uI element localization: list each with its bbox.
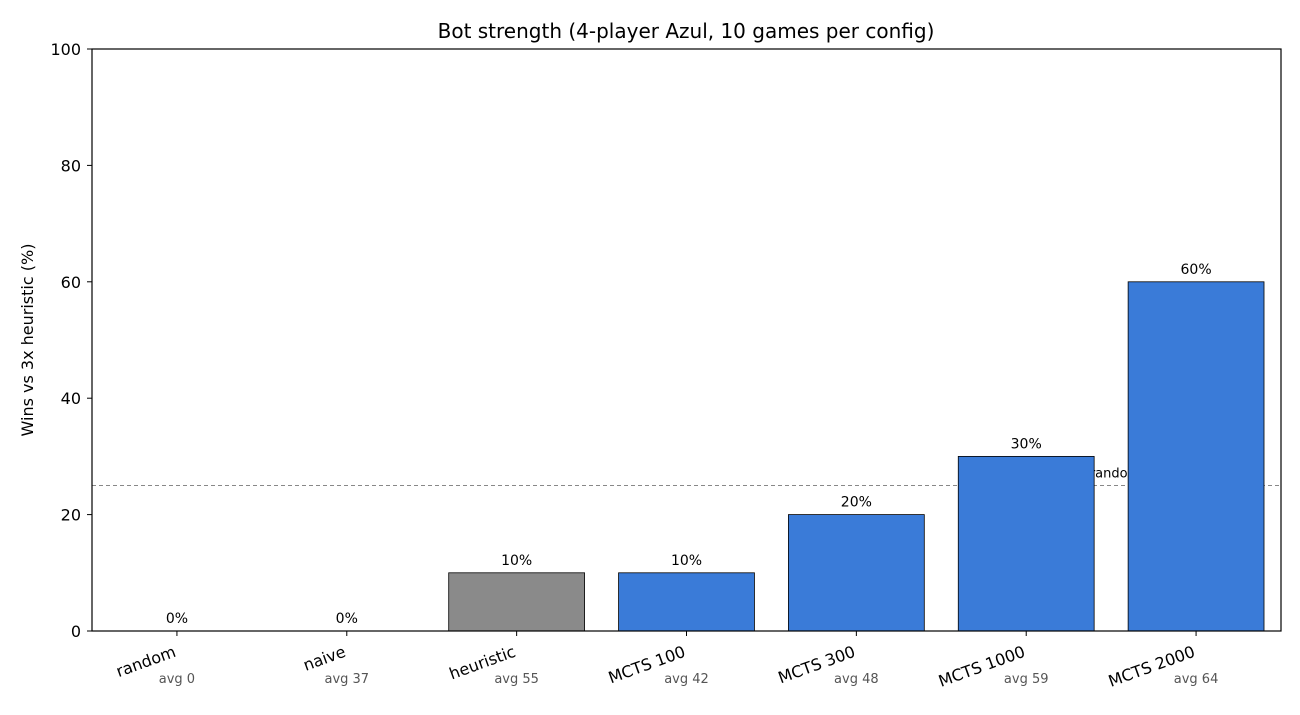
value-label: 30% — [1011, 436, 1042, 452]
y-axis-label: Wins vs 3x heuristic (%) — [18, 244, 37, 437]
y-tick-label: 80 — [61, 156, 81, 175]
y-ticks-layer: 0 20 40 60 80 100 — [50, 40, 92, 641]
value-label: 60% — [1181, 262, 1212, 278]
avg-label: avg 0 — [159, 672, 195, 687]
value-label: 10% — [671, 553, 702, 569]
avg-label: avg 37 — [324, 672, 369, 687]
value-label: 10% — [501, 553, 532, 569]
x-tick-label: naive — [301, 642, 349, 675]
y-tick-label: 40 — [61, 389, 81, 408]
avg-label: avg 42 — [664, 672, 709, 687]
avg-label: avg 48 — [834, 672, 879, 687]
y-tick-label: 20 — [61, 506, 81, 525]
value-label: 0% — [336, 611, 358, 627]
value-label: 20% — [841, 495, 872, 511]
plot-frame — [91, 48, 1282, 632]
bar — [1127, 281, 1265, 632]
avg-label: avg 59 — [1004, 672, 1049, 687]
chart-title: Bot strength (4-player Azul, 10 games pe… — [438, 19, 935, 43]
avg-label: avg 64 — [1174, 672, 1219, 687]
bars-layer — [448, 281, 1265, 632]
bar — [448, 572, 585, 632]
baseline-layer: random baseline (25%) — [92, 467, 1281, 486]
labels-layer: 0% 0% 10% 10% 20% 30% 60% — [166, 262, 1212, 627]
bar — [788, 514, 925, 632]
y-tick-label: 0 — [71, 622, 81, 641]
value-label: 0% — [166, 611, 188, 627]
y-tick-label: 60 — [61, 273, 81, 292]
avg-label: avg 55 — [494, 672, 539, 687]
y-tick-label: 100 — [50, 40, 81, 59]
bar — [618, 572, 755, 632]
bar — [957, 455, 1095, 632]
